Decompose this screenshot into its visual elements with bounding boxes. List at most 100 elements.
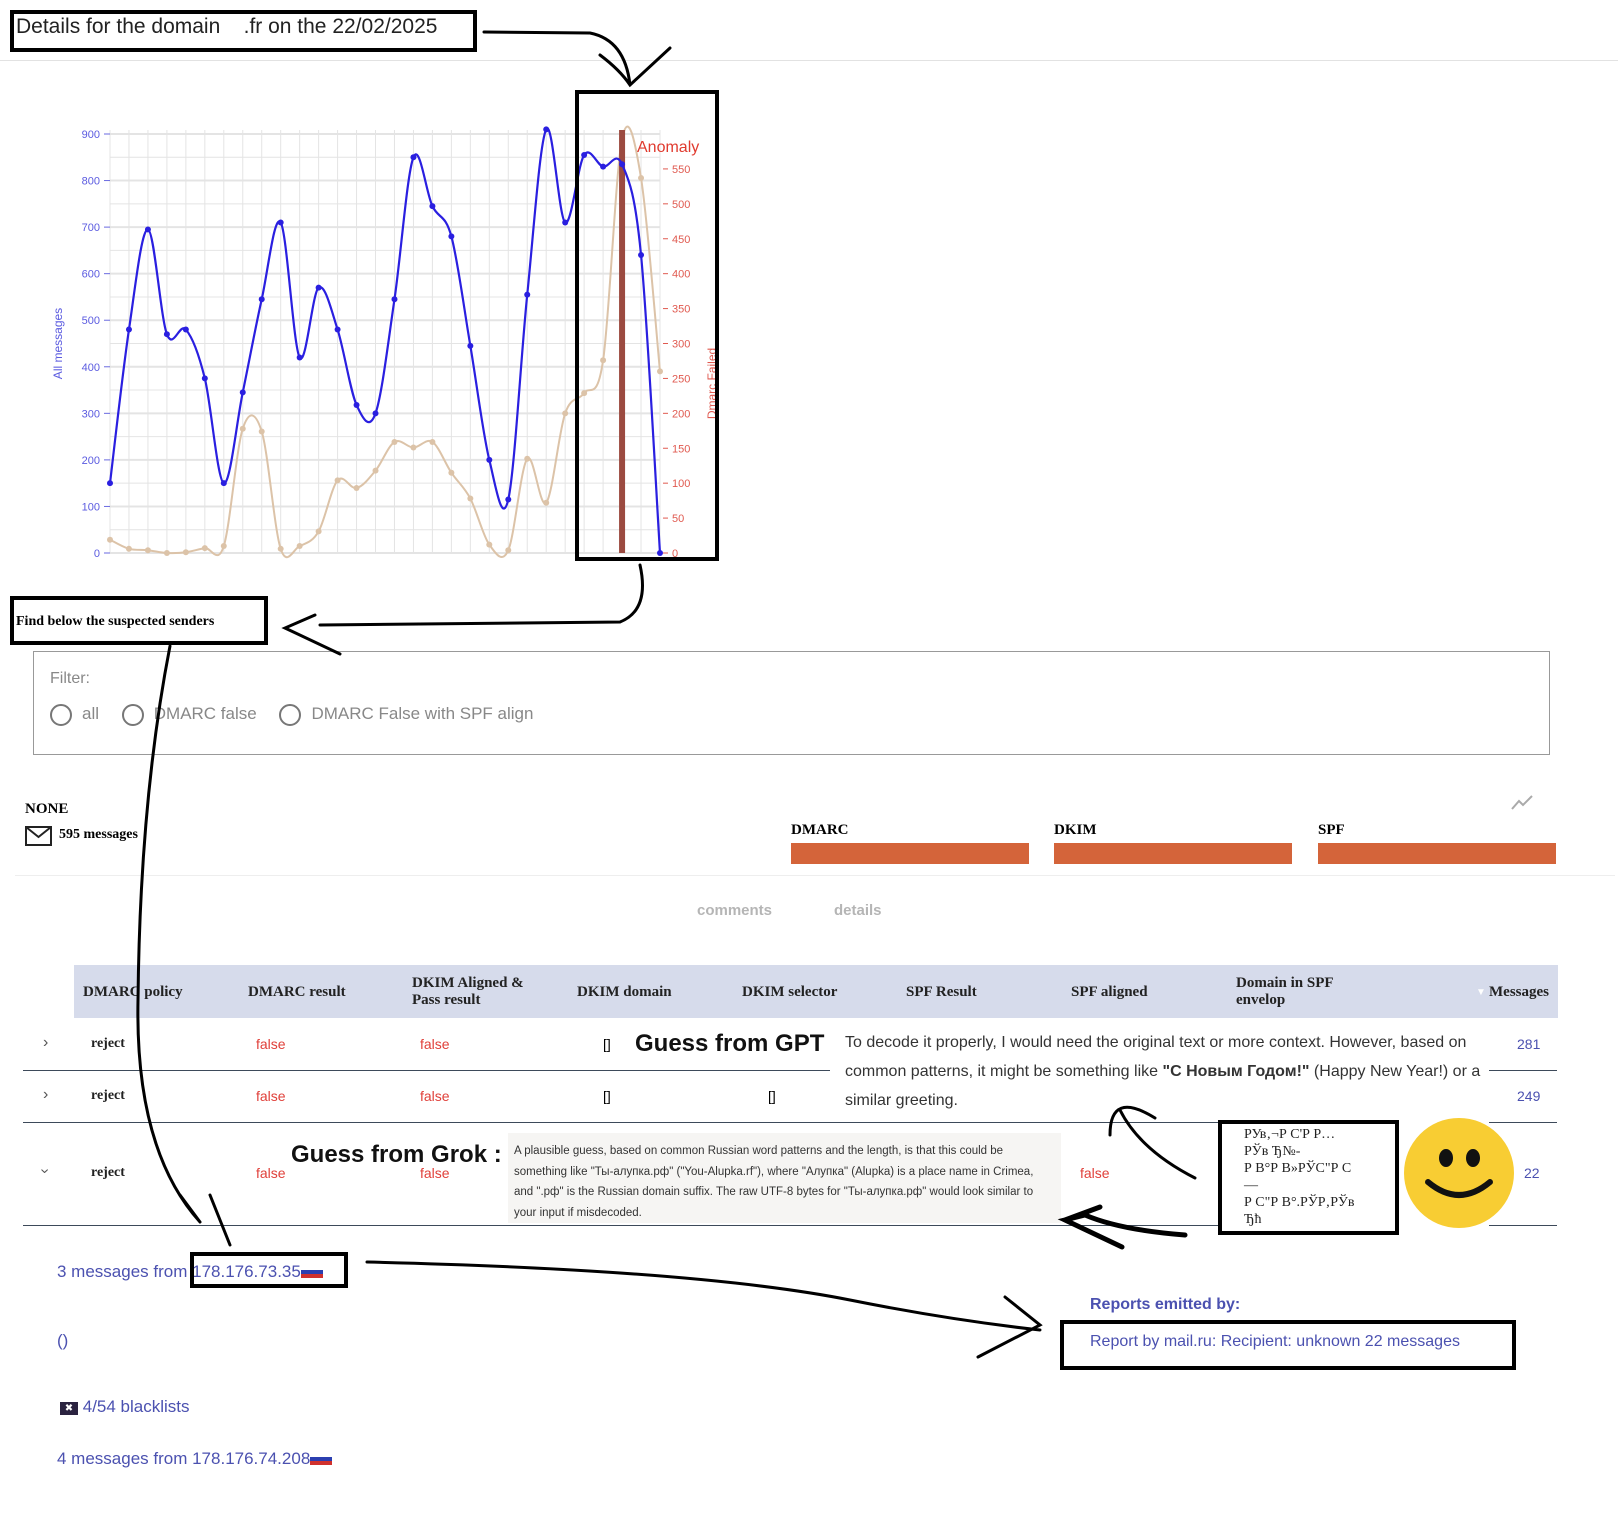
spf-bar [1318,843,1556,864]
row1-messages[interactable]: 281 [1517,1036,1541,1052]
dmarc-bar [791,843,1029,864]
row1-policy: reject [91,1036,125,1051]
row1-dkim: false [420,1036,450,1052]
data-point [410,444,417,451]
y-tick-label: 700 [82,222,100,234]
data-point [505,496,512,503]
blacklists-link[interactable]: ✖ 4/54 blacklists [60,1397,190,1417]
gpt-text-part1: To decode it properly, I would need the … [845,1034,1467,1080]
row2-dmarc: false [256,1088,286,1104]
data-point [353,401,360,408]
data-point [315,284,322,291]
grok-guess-label: Guess from Grok : [291,1141,502,1168]
col-domain-spf[interactable]: Domain in SPF envelop [1236,975,1333,1008]
header-divider [0,60,1618,61]
trend-chart-icon[interactable] [1510,793,1534,811]
data-point [486,541,493,548]
y-axis-title: All messages [51,308,65,379]
sender-1[interactable]: 3 messages from 178.176.73.35 [57,1262,323,1282]
y2-tick-label: 100 [672,478,690,490]
data-point [429,203,436,210]
sort-desc-icon[interactable]: ▼ [1476,987,1486,998]
row2-messages[interactable]: 249 [1517,1088,1541,1104]
envelope-icon [25,826,52,846]
filter-label: Filter: [50,670,90,687]
report-item[interactable]: Report by mail.ru: Recipient: unknown 22… [1090,1333,1460,1350]
data-point [201,375,208,382]
data-point [410,154,417,161]
data-point [107,480,113,487]
col-dkim-selector[interactable]: DKIM selector [742,984,838,1000]
col-messages[interactable]: Messages [1489,984,1549,1000]
data-point [638,174,645,181]
russia-flag-icon [300,1266,323,1278]
tab-details[interactable]: details [834,902,882,919]
row3-messages[interactable]: 22 [1524,1165,1540,1181]
reports-title: Reports emitted by: [1090,1296,1241,1313]
data-point [182,326,189,333]
russia-flag-icon [310,1453,333,1465]
radio-dmarc-false-spf[interactable] [279,704,302,726]
data-point [163,331,170,338]
data-point [182,549,189,556]
data-point [467,495,474,502]
expand-chevron-icon[interactable]: › [43,1086,49,1103]
data-point [562,410,569,417]
series-line [109,125,661,559]
col-dkim-aligned[interactable]: DKIM Aligned & Pass result [412,975,524,1008]
col-spf-aligned[interactable]: SPF aligned [1071,984,1148,1000]
data-point [524,455,531,462]
col-spf-result[interactable]: SPF Result [906,984,977,1000]
col-dmarc-policy[interactable]: DMARC policy [83,984,183,1000]
data-point [125,326,132,333]
data-point [239,389,246,396]
row3-policy: reject [91,1165,125,1180]
y-tick-label: 400 [82,362,100,374]
expand-chevron-icon[interactable]: › [43,1034,49,1051]
row3-dmarc: false [256,1165,286,1181]
anomaly-highlight-box [575,90,719,561]
data-point [581,151,588,158]
tab-comments[interactable]: comments [697,902,773,919]
radio-all[interactable] [50,704,72,726]
arrow-to-anomaly [482,30,672,88]
sender-1-ip[interactable]: 178.176.73.35 [192,1262,301,1281]
data-point [505,547,512,554]
data-point [296,543,303,550]
table-header [74,965,1558,1018]
row-divider [23,1122,1218,1123]
filter-options: all DMARC false DMARC False with SPF ali… [50,704,533,726]
data-point [239,425,246,432]
title-box: Details for the domain .fr on the 22/02/… [10,10,477,52]
data-point [277,545,284,552]
col-dkim-domain[interactable]: DKIM domain [577,984,672,1000]
radio-dmarc-false[interactable] [121,704,144,726]
filter-dmarc-false-spf[interactable]: DMARC False with SPF align [279,704,533,726]
col-dmarc-result[interactable]: DMARC result [248,984,346,1000]
data-point [315,528,322,535]
row-divider [23,1070,830,1071]
row1-dkim-domain: [] [603,1036,611,1052]
filter-dmarc-false[interactable]: DMARC false [121,704,257,726]
data-point [220,480,227,487]
data-point [334,477,341,484]
message-count: 595 messages [59,827,138,842]
data-point [657,550,663,556]
row-divider [1489,1225,1557,1226]
y2-tick-label: 250 [672,373,690,385]
sender-2[interactable]: 4 messages from 178.176.74.208 [57,1449,333,1469]
data-point [543,499,550,506]
data-point [372,467,379,474]
data-point [258,428,265,435]
gpt-guess-label: Guess from GPT : [635,1030,844,1058]
anomaly-label: Anomaly [637,139,699,156]
collapse-chevron-icon[interactable]: › [36,1168,54,1174]
y-tick-label: 600 [82,269,100,281]
row-divider [1489,1070,1557,1071]
data-point [391,438,398,445]
y2-tick-label: 0 [672,548,678,560]
y2-tick-label: 450 [672,234,690,246]
messages-chart: 0 100 200 300 400 500 600 700 800 900 0 50 100 150 200… [51,125,719,560]
page-title: Details for the domain .fr on the 22/02/… [16,15,438,38]
filter-all[interactable]: all [50,704,99,726]
